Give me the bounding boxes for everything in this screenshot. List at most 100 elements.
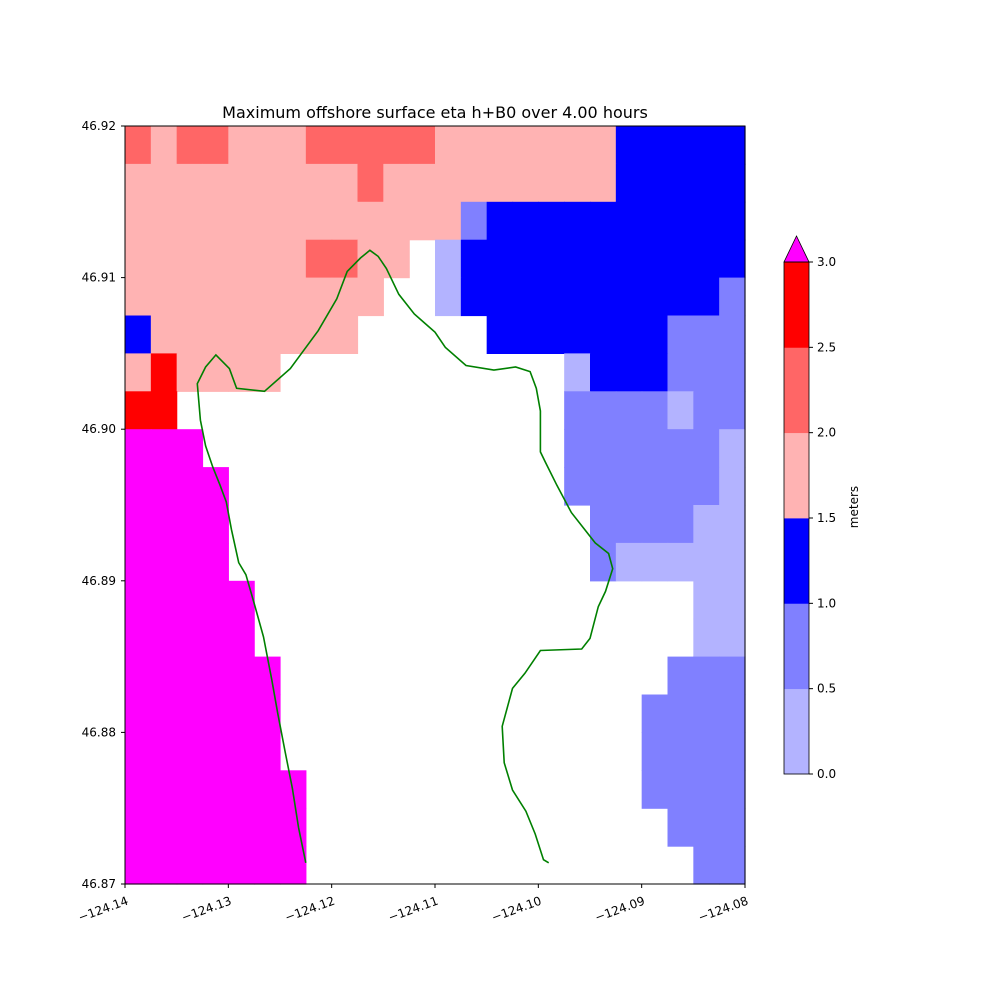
heatmap-cell [150, 277, 178, 317]
heatmap-cell [590, 505, 617, 544]
colorbar-tick-label: 3.0 [817, 255, 836, 269]
heatmap-cell [357, 163, 384, 203]
heatmap-cell [667, 315, 694, 354]
heatmap-cell [176, 542, 204, 582]
heatmap-cell [667, 201, 694, 241]
heatmap-cell [564, 277, 591, 317]
heatmap-cell [435, 163, 462, 203]
heatmap-cell [254, 770, 281, 809]
heatmap-cell [693, 846, 720, 885]
heatmap-cell [176, 467, 204, 506]
heatmap-cell [538, 163, 565, 203]
colorbar-segment [784, 688, 809, 775]
heatmap-cell [538, 315, 565, 354]
colorbar-tick-label: 2.0 [817, 426, 836, 440]
heatmap-cell [202, 846, 229, 885]
heatmap-cell [176, 770, 204, 809]
heatmap-cell [254, 846, 281, 885]
x-tick-label: −124.10 [490, 894, 544, 925]
heatmap-cell [719, 542, 746, 582]
heatmap-cell [150, 694, 178, 733]
colorbar-segment [784, 518, 809, 604]
heatmap-cell [512, 163, 539, 203]
heatmap-cell [590, 391, 617, 430]
heatmap-cell [719, 163, 746, 203]
heatmap-cell [331, 239, 359, 279]
heatmap-cell [228, 353, 255, 392]
heatmap-cell [125, 163, 152, 203]
heatmap-cell [202, 315, 229, 354]
heatmap-cell [667, 694, 694, 733]
heatmap-cell [486, 315, 514, 354]
heatmap-cell [641, 732, 669, 771]
heatmap-cell [590, 163, 617, 203]
heatmap-cell [590, 467, 617, 506]
heatmap-cell [228, 277, 255, 317]
heatmap-cell [150, 580, 178, 620]
heatmap-cell [202, 542, 229, 582]
heatmap-cell [409, 163, 436, 203]
heatmap-cell [305, 277, 333, 317]
heatmap-cell [176, 201, 204, 241]
heatmap-cell [280, 126, 307, 165]
heatmap-cell [125, 315, 152, 354]
heatmap-cell [693, 315, 720, 354]
heatmap-cell [590, 429, 617, 468]
heatmap-cell [693, 467, 720, 506]
heatmap-cell [150, 315, 178, 354]
heatmap-cell [641, 353, 669, 392]
heatmap-cell [512, 315, 539, 354]
heatmap-cell [176, 239, 204, 279]
heatmap-cell [228, 201, 255, 241]
heatmap-cell [125, 542, 152, 582]
heatmap-cell [125, 467, 152, 506]
heatmap-cell [254, 353, 281, 392]
heatmap-cell [719, 429, 746, 468]
heatmap-cell [305, 201, 333, 241]
heatmap-cell [228, 732, 255, 771]
heatmap-cell [719, 505, 746, 544]
heatmap-cell [202, 618, 229, 658]
heatmap-cell [693, 505, 720, 544]
heatmap-cell [254, 239, 281, 279]
heatmap-cell [331, 126, 359, 165]
heatmap-cell [125, 277, 152, 317]
heatmap-cell [254, 808, 281, 847]
heatmap-cell [667, 277, 694, 317]
heatmap-cell [693, 391, 720, 430]
heatmap-cell [590, 201, 617, 241]
heatmap-cell [254, 126, 281, 165]
heatmap-cell [693, 580, 720, 620]
heatmap-cell [150, 618, 178, 658]
heatmap-cell [693, 542, 720, 582]
heatmap-cells [125, 126, 746, 885]
heatmap-cell [512, 239, 539, 279]
heatmap-cell [228, 163, 255, 203]
heatmap-cell [383, 126, 410, 165]
heatmap-cell [719, 846, 746, 885]
heatmap-cell [254, 732, 281, 771]
y-axis: 46.87 46.88 46.89 46.90 46.91 46.92 [82, 119, 125, 891]
heatmap-cell [641, 239, 669, 279]
heatmap-cell [667, 353, 694, 392]
heatmap-cell [150, 505, 178, 544]
heatmap-cell [435, 239, 462, 279]
heatmap-cell [667, 770, 694, 809]
heatmap-cell [460, 277, 488, 317]
heatmap-cell [615, 353, 643, 392]
heatmap-cell [202, 353, 229, 392]
heatmap-cell [150, 542, 178, 582]
heatmap-cell [615, 315, 643, 354]
heatmap-cell [719, 353, 746, 392]
heatmap-cell [150, 163, 178, 203]
heatmap-cell [228, 808, 255, 847]
heatmap-cell [564, 315, 591, 354]
heatmap-cell [125, 694, 152, 733]
heatmap-cell [512, 277, 539, 317]
heatmap-cell [383, 239, 410, 279]
heatmap-cell [641, 542, 669, 582]
heatmap-cell [641, 429, 669, 468]
heatmap-cell [150, 429, 178, 468]
heatmap-cell [693, 732, 720, 771]
heatmap-cell [202, 239, 229, 279]
